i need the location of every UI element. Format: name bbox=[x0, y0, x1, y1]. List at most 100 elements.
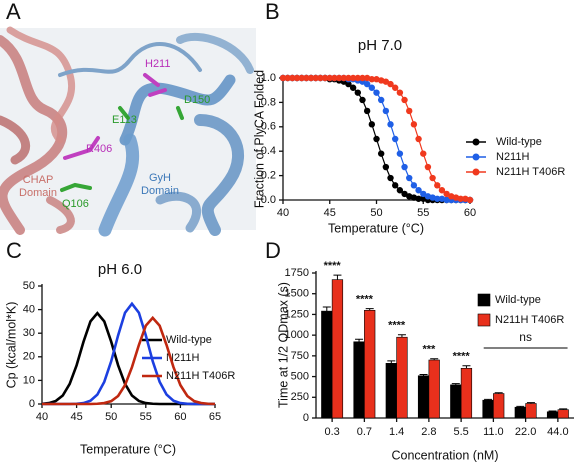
data-point bbox=[396, 187, 404, 194]
x-axis-label: Concentration (nM) bbox=[392, 448, 499, 462]
data-point bbox=[368, 76, 376, 83]
data-point bbox=[298, 74, 305, 82]
residue-label: R406 bbox=[86, 143, 112, 155]
error-bar bbox=[548, 410, 557, 412]
y-tick-label: 1000 bbox=[285, 329, 309, 341]
series-line bbox=[42, 315, 216, 406]
y-tick-label: 0.4 bbox=[261, 145, 276, 157]
data-point bbox=[312, 74, 319, 82]
error-bar bbox=[526, 402, 535, 404]
legend-label: N211H T406R bbox=[496, 166, 565, 178]
x-tick-label: 1.4 bbox=[389, 426, 404, 438]
y-tick-label: 1500 bbox=[285, 288, 309, 300]
error-bar bbox=[333, 274, 342, 280]
bar bbox=[525, 403, 537, 419]
data-point bbox=[368, 84, 376, 91]
bar bbox=[450, 384, 462, 419]
y-axis-label: Time at 1/2 ODmax (s) bbox=[276, 282, 290, 408]
data-point bbox=[396, 150, 404, 157]
x-tick-label: 55 bbox=[417, 207, 429, 219]
error-bar bbox=[484, 398, 493, 401]
bar bbox=[514, 406, 526, 419]
data-point bbox=[382, 107, 390, 115]
data-point bbox=[377, 96, 385, 104]
domain-label: GyH bbox=[149, 172, 171, 184]
data-point bbox=[401, 163, 408, 171]
bar bbox=[460, 367, 473, 419]
data-point bbox=[387, 121, 394, 128]
x-tick-label: 40 bbox=[277, 207, 289, 219]
x-tick-label: 60 bbox=[464, 207, 476, 219]
bar bbox=[353, 341, 365, 419]
data-point bbox=[429, 174, 436, 182]
legend-marker bbox=[472, 168, 480, 176]
x-tick-label: 44.0 bbox=[547, 426, 568, 438]
data-point bbox=[307, 74, 315, 82]
x-tick-label: 0.3 bbox=[324, 426, 339, 438]
data-point bbox=[434, 182, 441, 189]
data-point bbox=[279, 74, 287, 82]
significance-label: *** bbox=[422, 344, 436, 356]
significance-label: **** bbox=[356, 294, 374, 306]
y-tick-label: 0.0 bbox=[261, 194, 276, 206]
data-point bbox=[321, 74, 329, 82]
y-tick-label: 0 bbox=[303, 412, 309, 424]
y-tick-label: 0.2 bbox=[261, 170, 276, 182]
legend-swatch bbox=[477, 293, 491, 307]
data-point bbox=[410, 121, 418, 128]
data-point bbox=[326, 74, 333, 82]
panel-letter: B bbox=[265, 0, 280, 24]
bar bbox=[331, 279, 344, 419]
x-tick-label: 65 bbox=[209, 411, 221, 423]
significance-label: **** bbox=[388, 320, 406, 332]
y-tick-label: 250 bbox=[291, 391, 309, 403]
y-axis-label: Cp (kcal/mol*K) bbox=[4, 302, 18, 389]
data-point bbox=[303, 74, 310, 82]
data-point bbox=[410, 182, 418, 189]
data-point bbox=[345, 80, 352, 88]
data-point bbox=[349, 74, 357, 82]
y-tick-label: 1250 bbox=[285, 308, 309, 320]
data-point bbox=[382, 163, 390, 171]
data-point bbox=[317, 74, 324, 82]
x-tick-label: 45 bbox=[70, 411, 82, 423]
data-point bbox=[354, 74, 361, 82]
residue-label: D150 bbox=[184, 94, 210, 106]
y-tick-label: 20 bbox=[23, 351, 35, 363]
data-point bbox=[335, 74, 343, 82]
error-bar bbox=[387, 360, 396, 364]
panel-letter: A bbox=[6, 0, 21, 24]
data-point bbox=[359, 96, 366, 104]
bar bbox=[417, 375, 430, 419]
x-tick-label: 60 bbox=[174, 411, 186, 423]
bar bbox=[321, 310, 333, 419]
data-point bbox=[424, 163, 432, 171]
x-tick-label: 2.8 bbox=[421, 426, 436, 438]
data-point bbox=[331, 74, 338, 82]
data-point bbox=[406, 174, 413, 182]
y-tick-label: 1750 bbox=[285, 267, 309, 279]
x-tick-label: 50 bbox=[105, 411, 117, 423]
error-bar bbox=[559, 408, 568, 410]
y-tick-label: 40 bbox=[23, 304, 35, 316]
data-point bbox=[443, 196, 450, 204]
data-point bbox=[373, 89, 380, 96]
y-tick-label: 1.0 bbox=[261, 72, 276, 84]
legend-label: Wild-type bbox=[496, 136, 542, 148]
data-point bbox=[368, 121, 376, 128]
chart-title: pH 7.0 bbox=[358, 37, 402, 54]
y-tick-label: 0.8 bbox=[261, 96, 276, 108]
data-point bbox=[434, 195, 441, 202]
bar bbox=[557, 409, 569, 419]
panel-letter: D bbox=[265, 238, 281, 263]
legend-label: N211H bbox=[166, 352, 199, 364]
legend-label: Wild-type bbox=[166, 334, 212, 346]
x-tick-label: 11.0 bbox=[483, 426, 504, 438]
y-tick-label: 10 bbox=[23, 374, 35, 386]
residue-label: E113 bbox=[112, 114, 137, 126]
error-bar bbox=[397, 334, 406, 338]
bar bbox=[385, 363, 397, 419]
data-point bbox=[354, 89, 361, 96]
data-point bbox=[420, 150, 427, 157]
data-point bbox=[359, 74, 366, 82]
